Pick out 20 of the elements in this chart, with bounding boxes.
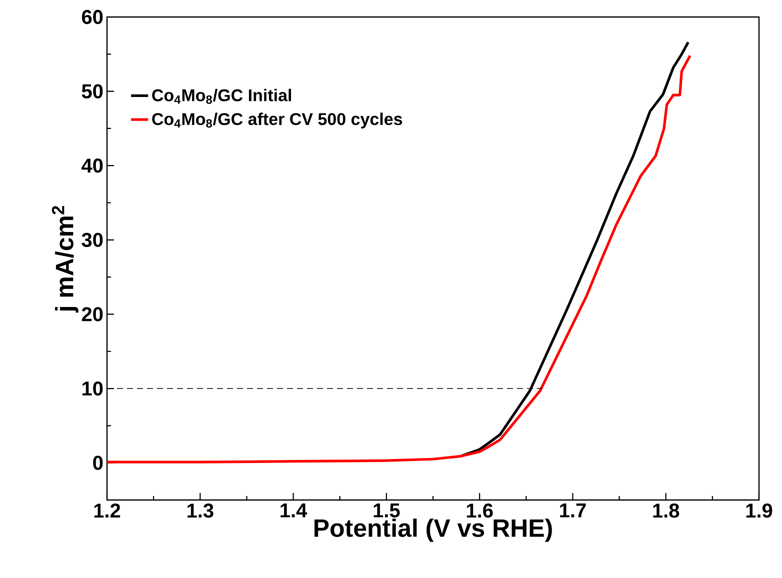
- y-tick-label: 40: [82, 158, 103, 173]
- x-tick-label: 1.4: [280, 504, 308, 518]
- x-axis-title: Potential (V vs RHE): [314, 518, 552, 542]
- y-tick-label: 0: [93, 456, 103, 470]
- y-tick-label: 10: [82, 381, 103, 396]
- legend-label: Co$_{4}$Mo$_{8}$/GC after CV 500 cycles: [152, 112, 402, 128]
- y-tick-label: 60: [82, 10, 103, 24]
- line-series: [107, 54, 692, 464]
- x-tick-label: 1.3: [188, 504, 214, 518]
- x-tick-label: 1.7: [560, 504, 586, 518]
- y-tick-label: 50: [82, 84, 103, 98]
- y-tick-label: 30: [82, 232, 103, 248]
- y-axis-title: j mA/cm$^{2}$: [52, 206, 78, 313]
- x-tick-label: 1.2: [94, 504, 120, 518]
- x-tick-label: 1.8: [653, 504, 680, 518]
- legend-label: Co$_{4}$Mo$_{8}$/GC Initial: [152, 88, 291, 104]
- y-tick-label: 20: [82, 307, 103, 322]
- x-tick-label: 1.6: [466, 504, 493, 518]
- x-tick-label: 1.9: [746, 504, 772, 518]
- x-tick-label: 1.5: [374, 504, 400, 518]
